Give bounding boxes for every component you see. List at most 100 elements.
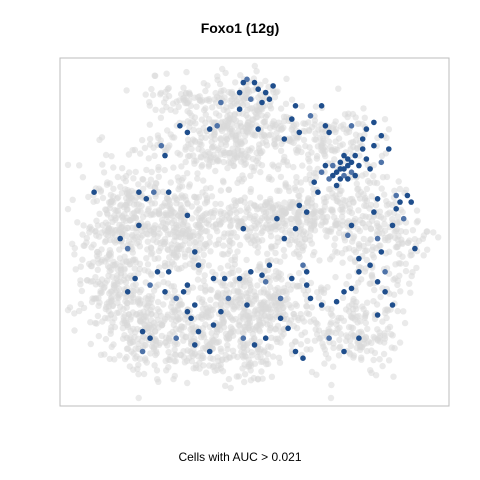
active-cell-point [266, 262, 273, 269]
background-cell-point [360, 242, 367, 250]
active-cell-point [124, 245, 131, 252]
background-cell-point [217, 361, 224, 369]
background-cell-point [64, 306, 72, 314]
active-cell-point [292, 348, 299, 355]
background-cell-point [204, 342, 212, 350]
background-cell-point [227, 233, 234, 240]
background-cell-point [200, 277, 207, 284]
active-cell-point [277, 315, 284, 322]
background-cell-point [170, 164, 177, 171]
background-cell-point [226, 313, 233, 320]
background-cell-point [303, 303, 311, 310]
active-cell-point [192, 342, 198, 348]
active-cell-point [165, 269, 172, 275]
background-cell-point [345, 245, 353, 252]
active-cell-point [184, 308, 191, 315]
background-cell-point [201, 272, 208, 279]
background-cell-point [107, 330, 114, 337]
background-cell-point [237, 313, 244, 320]
background-cell-point [135, 340, 142, 348]
background-cell-point [330, 344, 337, 352]
background-cell-point [151, 72, 158, 79]
background-cell-point [233, 233, 241, 241]
background-cell-point [296, 253, 303, 261]
active-cell-point [139, 328, 146, 335]
background-cell-point [277, 339, 284, 346]
background-cell-point [348, 209, 356, 217]
background-cell-point [251, 360, 259, 367]
background-cell-point [307, 227, 315, 234]
active-cell-point [124, 289, 131, 295]
background-cell-point [180, 174, 187, 182]
background-cell-point [227, 133, 235, 140]
background-cell-point [407, 289, 414, 296]
background-cell-point [130, 175, 137, 182]
background-cell-point [220, 233, 227, 241]
background-cell-point [239, 93, 246, 101]
background-cell-point [325, 138, 333, 145]
background-cell-point [300, 136, 308, 144]
background-cell-point [364, 299, 371, 306]
background-cell-point [390, 291, 398, 298]
background-cell-point [112, 215, 120, 222]
background-cell-point [371, 286, 378, 294]
background-cell-point [191, 137, 198, 144]
background-cell-point [144, 238, 151, 245]
active-cell-point [303, 269, 310, 275]
active-cell-point [162, 289, 168, 295]
background-cell-point [343, 280, 350, 288]
active-cell-point [348, 123, 355, 129]
background-cell-point [71, 310, 78, 317]
background-cell-point [210, 132, 218, 139]
background-cell-point [151, 152, 158, 159]
background-cell-point [150, 144, 157, 151]
background-cell-point [399, 240, 406, 247]
background-cell-point [203, 219, 210, 227]
active-cell-point [91, 189, 97, 195]
background-cell-point [104, 263, 112, 270]
background-cell-point [123, 87, 130, 94]
background-cell-point [394, 213, 401, 220]
active-cell-point [348, 285, 355, 292]
background-cell-point [171, 351, 179, 358]
background-cell-point [268, 334, 275, 341]
background-cell-point [374, 337, 382, 344]
background-cell-point [354, 145, 361, 152]
background-cell-point [218, 348, 225, 355]
background-cell-point [345, 200, 352, 208]
background-cell-point [252, 132, 259, 139]
background-cell-point [127, 313, 134, 321]
background-cell-point [280, 246, 287, 254]
background-cell-point [237, 72, 244, 79]
background-cell-point [145, 223, 152, 230]
background-cell-point [231, 261, 238, 268]
background-cell-point [275, 290, 282, 297]
background-cell-point [87, 340, 95, 348]
background-cell-point [147, 316, 155, 324]
background-cell-point [358, 344, 365, 351]
background-cell-point [124, 293, 131, 300]
background-cell-point [393, 244, 401, 251]
background-cell-point [296, 233, 304, 240]
background-cell-point [148, 85, 155, 93]
background-cell-point [157, 223, 165, 230]
background-cell-point [339, 294, 347, 301]
background-cell-point [331, 242, 338, 249]
background-cell-point [194, 175, 201, 182]
background-cell-point [159, 107, 166, 114]
background-cell-point [148, 168, 155, 176]
background-cell-point [236, 241, 244, 249]
active-cell-point [210, 322, 217, 328]
background-cell-point [161, 262, 168, 270]
background-cell-point [219, 290, 227, 297]
active-cell-point [289, 275, 295, 282]
background-cell-point [137, 208, 144, 215]
background-cell-point [193, 103, 200, 110]
background-cell-point [87, 262, 95, 270]
background-cell-point [134, 233, 141, 240]
active-cell-point [210, 275, 217, 282]
background-cell-point [230, 162, 237, 169]
background-cell-point [323, 233, 330, 240]
background-cell-point [381, 339, 388, 346]
background-cell-point [240, 354, 247, 361]
